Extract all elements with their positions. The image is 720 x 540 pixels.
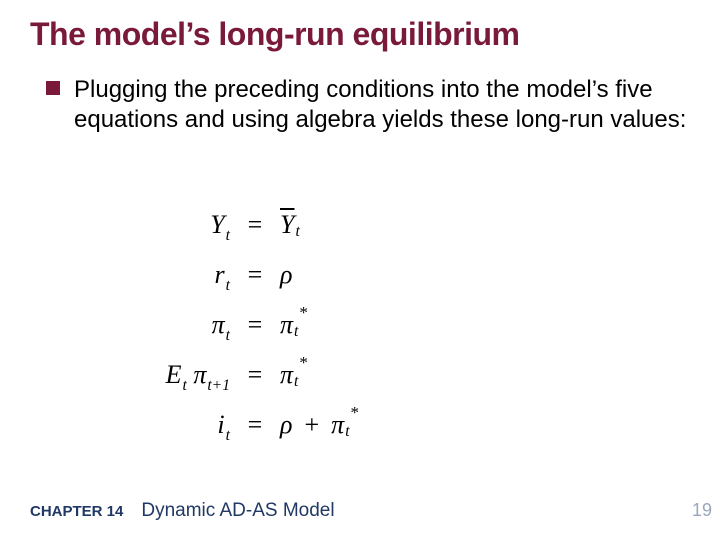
equals-sign: =: [230, 210, 280, 240]
equation-row: rt=ρ: [120, 250, 359, 300]
bullet-text: Plugging the preceding conditions into t…: [74, 75, 690, 135]
equation-rhs: ρ: [280, 260, 292, 290]
equation-lhs: it: [120, 410, 230, 440]
equation-row: Et πt+1=πt*: [120, 350, 359, 400]
equation-rhs: πt*: [280, 310, 308, 340]
bullet-block: Plugging the preceding conditions into t…: [46, 75, 690, 135]
equation-lhs: rt: [120, 260, 230, 290]
equals-sign: =: [230, 310, 280, 340]
slide-title: The model’s long-run equilibrium: [30, 16, 700, 53]
equation-row: πt=πt*: [120, 300, 359, 350]
equals-sign: =: [230, 410, 280, 440]
bullet-square-icon: [46, 81, 60, 95]
equation-rhs: Yt: [280, 210, 300, 240]
equation-lhs: Yt: [120, 210, 230, 240]
equations-block: Yt=Ytrt=ρπt=πt*Et πt+1=πt*it=ρ+πt*: [120, 200, 359, 450]
equation-rhs: ρ+πt*: [280, 410, 359, 440]
equation-lhs: Et πt+1: [120, 360, 230, 390]
chapter-label: CHAPTER 14: [30, 503, 123, 520]
footer: CHAPTER 14 Dynamic AD-AS Model 19: [30, 500, 712, 522]
equals-sign: =: [230, 360, 280, 390]
model-name: Dynamic AD-AS Model: [141, 500, 334, 522]
equation-lhs: πt: [120, 310, 230, 340]
page-number: 19: [692, 500, 712, 521]
equals-sign: =: [230, 260, 280, 290]
equation-rhs: πt*: [280, 360, 308, 390]
equation-row: it=ρ+πt*: [120, 400, 359, 450]
equation-row: Yt=Yt: [120, 200, 359, 250]
slide: The model’s long-run equilibrium Pluggin…: [0, 0, 720, 540]
